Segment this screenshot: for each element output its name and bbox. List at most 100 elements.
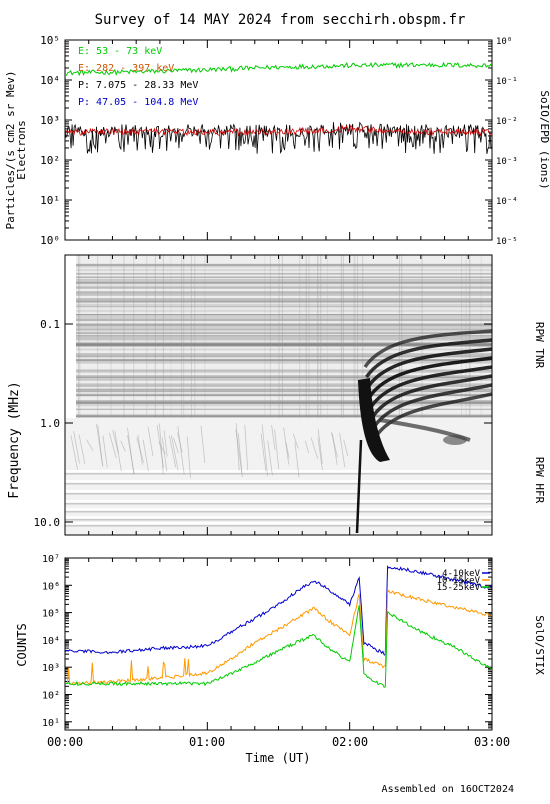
tnr-stripe xyxy=(154,255,156,418)
hfr-streak xyxy=(317,429,323,464)
rpw-ytick-label: 1.0 xyxy=(40,417,60,430)
drift-band xyxy=(365,338,492,379)
hfr-band-dark xyxy=(65,493,492,495)
tnr-band xyxy=(76,330,492,332)
tnr-band xyxy=(76,345,492,347)
hfr-band-light xyxy=(65,490,492,493)
protons-7-28-line xyxy=(65,121,492,154)
hfr-streak xyxy=(120,440,126,452)
y-tick-label: 10⁻¹ xyxy=(496,77,518,87)
hfr-streak xyxy=(304,440,310,454)
hfr-streak xyxy=(339,432,346,468)
tnr-band xyxy=(76,269,492,272)
hfr-streak xyxy=(294,441,300,478)
rpw-ticks xyxy=(64,255,493,535)
tnr-stripe xyxy=(340,255,342,418)
epd-legend-item: P: 47.05 - 104.8 MeV xyxy=(78,97,198,108)
tnr-stripe xyxy=(468,255,470,418)
tnr-band xyxy=(76,325,492,328)
y-tick-label: 10⁻⁴ xyxy=(496,197,518,207)
tnr-stripe xyxy=(480,255,482,418)
tnr-stripe xyxy=(317,255,319,418)
y-tick-label: 10³ xyxy=(42,663,60,674)
rpw-tnr-label: RPW TNR xyxy=(533,322,546,369)
tnr-band xyxy=(76,284,492,287)
hfr-streak xyxy=(267,440,273,476)
drift-band xyxy=(363,329,492,369)
hfr-streak xyxy=(177,426,185,475)
tnr-band xyxy=(76,281,492,284)
tnr-band xyxy=(76,287,492,289)
hfr-streak xyxy=(332,433,338,466)
tnr-stripe xyxy=(299,255,301,418)
tnr-band xyxy=(76,272,492,274)
y-tick-label: 10⁵ xyxy=(42,609,60,620)
tnr-band xyxy=(76,348,492,351)
stix-legend: 4-10keV 10-15keV 15-25keV xyxy=(437,569,490,593)
y-tick-label: 10³ xyxy=(40,114,60,127)
tnr-band xyxy=(76,394,492,396)
tnr-stripe xyxy=(469,255,471,418)
tnr-band xyxy=(76,300,492,303)
stix-ylabel-left: COUNTS xyxy=(15,623,29,666)
hfr-streak xyxy=(163,430,168,457)
tnr-band xyxy=(76,389,492,391)
hfr-streak xyxy=(147,426,154,456)
y-tick-label: 10⁴ xyxy=(40,74,60,87)
tnr-band xyxy=(76,360,492,362)
hfr-streak xyxy=(285,441,290,459)
tnr-band xyxy=(76,286,492,288)
tnr-stripe xyxy=(78,255,80,418)
y-tick-label: 10¹ xyxy=(40,194,60,207)
drift-band xyxy=(372,383,492,429)
tnr-band xyxy=(76,279,492,281)
stix-series-2 xyxy=(65,605,492,688)
tnr-band xyxy=(76,329,492,331)
hfr-streak xyxy=(112,429,119,454)
tnr-stripe xyxy=(362,255,364,418)
epd-legend-item: P: 7.075 - 28.33 MeV xyxy=(78,80,198,91)
epd-legend-item: E: 53 - 73 keV xyxy=(78,46,162,57)
tnr-stripe xyxy=(264,255,266,418)
footer-note: Assembled on 16OCT2024 xyxy=(382,784,514,795)
tnr-stripe xyxy=(162,255,164,418)
tnr-stripe xyxy=(357,255,358,418)
hfr-streak xyxy=(244,424,249,471)
tnr-stripe xyxy=(353,255,355,418)
tnr-band xyxy=(76,266,492,269)
stix-xtick-label: 03:00 xyxy=(474,735,510,749)
stix-frame xyxy=(64,557,493,731)
tnr-band xyxy=(76,316,492,318)
hfr-streak xyxy=(136,437,144,463)
tnr-band xyxy=(76,348,492,350)
stix-panel: 10¹ 10² 10³ 10⁴ 10⁵ 10⁶ 10⁷ 4-10keV 10-15keV 1… xyxy=(15,554,546,765)
tnr-band xyxy=(76,324,492,326)
hfr-streak xyxy=(186,436,191,478)
tnr-band xyxy=(76,379,492,381)
burst-core xyxy=(358,378,390,462)
tnr-band xyxy=(76,379,492,380)
epd-series xyxy=(65,61,492,154)
hfr-streak xyxy=(271,424,276,450)
tnr-band xyxy=(76,306,492,309)
tnr-band xyxy=(76,343,492,346)
hfr-band-light xyxy=(65,500,492,503)
tnr-band xyxy=(76,323,492,326)
tnr-band xyxy=(76,305,492,307)
tnr-stripe xyxy=(278,255,280,418)
tnr-band xyxy=(76,338,492,340)
hfr-streak xyxy=(114,430,122,472)
hfr-streak xyxy=(235,429,243,478)
hfr-streak xyxy=(261,424,268,477)
tnr-stripe xyxy=(465,255,467,418)
hfr-band-dark xyxy=(65,503,492,505)
hfr-band-light xyxy=(65,480,492,483)
tnr-band xyxy=(76,342,492,345)
tnr-band xyxy=(76,310,492,313)
tnr-stripe xyxy=(401,255,403,418)
hfr-streak xyxy=(171,435,179,471)
tnr-band xyxy=(76,335,492,337)
hfr-streak xyxy=(73,430,80,464)
y-tick-label: 10⁻⁵ xyxy=(496,237,518,247)
epd-legend: E: 53 - 73 keV E: 282 - 397 keV P: 7.075… xyxy=(78,46,198,108)
